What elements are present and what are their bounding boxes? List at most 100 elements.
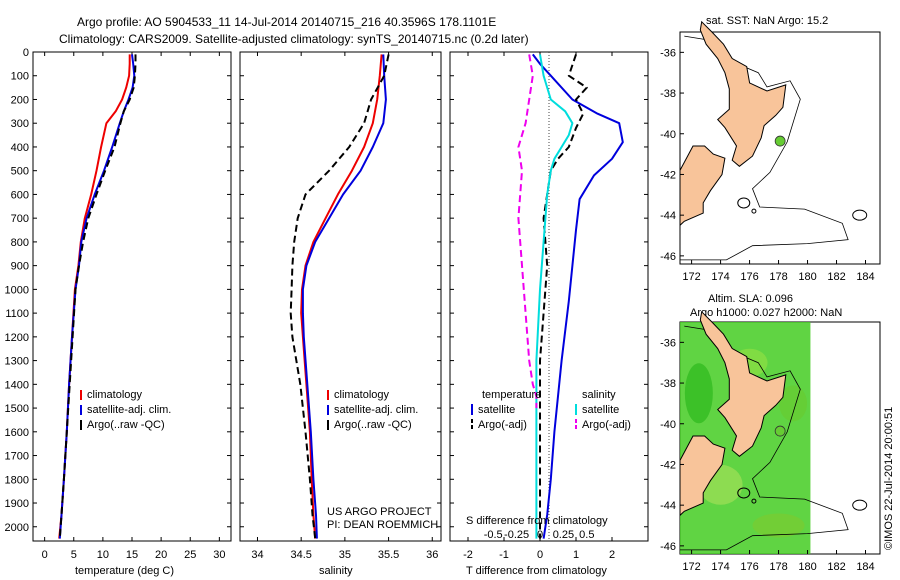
difference-xticks: -2 -1 0 1 2 <box>450 51 648 561</box>
x-tick-label: 1 <box>573 549 579 561</box>
x-tick-label: 5 <box>71 549 77 561</box>
legend-label: salinity <box>582 389 616 401</box>
lat-tick-label: -36 <box>660 337 676 349</box>
depth-tick-label: 1600 <box>5 427 29 439</box>
x2-tick-label: 0.5 <box>579 529 594 541</box>
legend-label: Argo(-adj) <box>478 419 527 431</box>
project-annotation: US ARGO PROJECT <box>327 506 432 518</box>
series-line <box>301 54 387 539</box>
x2-tick-label: 0.25 <box>553 529 574 541</box>
imos-credit: ©IMOS 22-Jul-2014 20:00:51 <box>883 407 895 550</box>
lat-tick-label: -38 <box>660 88 676 100</box>
title-line-2: Climatology: CARS2009. Satellite-adjuste… <box>59 32 529 46</box>
lat-tick-label: -44 <box>660 500 676 512</box>
lat-tick-label: -42 <box>660 169 676 181</box>
sla-patch <box>684 363 713 424</box>
float-position-marker <box>774 135 786 147</box>
temperature-lines <box>58 54 137 539</box>
north-island <box>699 20 787 167</box>
sst-map-frame <box>679 31 881 265</box>
x-tick-label: 34.5 <box>290 549 311 561</box>
series-line <box>300 54 383 539</box>
x-tick-label: 35.5 <box>378 549 399 561</box>
x-tick-label: 35 <box>339 549 351 561</box>
x-tick-label: 15 <box>126 549 138 561</box>
depth-tick-label: 1300 <box>5 356 29 368</box>
depth-tick-label: 900 <box>11 261 29 273</box>
depth-tick-label: 1400 <box>5 379 29 391</box>
x-tick-label: 10 <box>97 549 109 561</box>
difference-xlabel: T difference from climatology <box>466 565 607 577</box>
x-tick-label: -2 <box>463 549 473 561</box>
legend-label: Argo(..raw -QC) <box>334 419 412 431</box>
series-line <box>289 54 390 539</box>
sla-map: Altim. SLA: 0.096 Argo h1000: 0.027 h200… <box>660 293 881 573</box>
depth-tick-label: 0 <box>23 47 29 59</box>
lon-tick-label: 174 <box>711 271 729 283</box>
series-line <box>58 54 137 539</box>
sla-map-title-2: Argo h1000: 0.027 h2000: NaN <box>690 307 842 319</box>
depth-tick-label: 1000 <box>5 284 29 296</box>
depth-tick-label: 500 <box>11 166 29 178</box>
lon-tick-label: 172 <box>682 271 700 283</box>
difference-x2label: S difference from climatology <box>466 515 608 527</box>
salinity-lines <box>289 54 390 539</box>
depth-tick-label: 800 <box>11 237 29 249</box>
x-tick-label: 2 <box>609 549 615 561</box>
pi-annotation: PI: DEAN ROEMMICH <box>327 519 438 531</box>
island <box>852 209 868 221</box>
isobath-contour <box>680 35 849 261</box>
depth-axis: 0 100 200 300 400 500 600 700 800 900 1000 1100 1200… <box>5 47 29 534</box>
series-line <box>535 54 574 539</box>
x-tick-label: 34 <box>251 549 263 561</box>
sla-patch <box>779 385 808 422</box>
legend-label: satellite <box>582 404 619 416</box>
salinity-xticks: 34 34.5 35 35.5 36 <box>240 51 441 561</box>
island <box>751 208 757 214</box>
salinity-xlabel: salinity <box>319 565 353 577</box>
depth-tick-label: 1500 <box>5 403 29 415</box>
depth-tick-label: 1200 <box>5 332 29 344</box>
lat-tick-label: -46 <box>660 541 676 553</box>
lon-tick-label: 176 <box>740 561 758 573</box>
south-island <box>679 435 726 517</box>
x-tick-label: -1 <box>499 549 509 561</box>
lat-tick-label: -38 <box>660 378 676 390</box>
sst-map: sat. SST: NaN Argo: 15.2 -36 -38 -40 -42 -44… <box>660 15 881 283</box>
difference-lines <box>517 53 624 539</box>
legend-label: climatology <box>87 389 143 401</box>
legend-label: satellite-adj. clim. <box>334 404 418 416</box>
lat-tick-label: -40 <box>660 129 676 141</box>
lon-tick-label: 182 <box>827 271 845 283</box>
temperature-frame <box>32 51 232 542</box>
x2-tick-label: -0.25 <box>504 529 529 541</box>
isobath-contour <box>680 325 849 551</box>
lat-tick-label: -40 <box>660 419 676 431</box>
salinity-panel: 34 34.5 35 35.5 36 salinity climatology satel… <box>239 51 442 577</box>
legend-label: climatology <box>334 389 390 401</box>
depth-tick-label: 400 <box>11 142 29 154</box>
depth-tick-label: 1100 <box>5 308 29 320</box>
lon-tick-label: 182 <box>827 561 845 573</box>
sst-lon-ticks: 172 174 176 178 180 182 184 <box>682 260 875 283</box>
lon-tick-label: 178 <box>769 561 787 573</box>
difference-legend: temperature satellite Argo(-adj) salinity sa… <box>471 389 631 431</box>
legend-label: satellite-adj. clim. <box>87 404 171 416</box>
island <box>737 487 751 499</box>
x2-tick-label: -0.5 <box>484 529 503 541</box>
temperature-panel: 0 5 10 15 20 25 30 temperature (deg C) climato… <box>32 51 232 577</box>
island <box>751 498 757 504</box>
lon-tick-label: 178 <box>769 271 787 283</box>
x-tick-label: 0 <box>537 549 543 561</box>
depth-tick-label: 200 <box>11 94 29 106</box>
south-island <box>679 145 726 227</box>
difference-panel: -2 -1 0 1 2 -0.5 -0.25 0 0.25 0.5 S difference f… <box>449 51 649 577</box>
sla-patch <box>752 513 805 538</box>
lon-tick-label: 176 <box>740 271 758 283</box>
sla-lat-ticks: -36 -38 -40 -42 -44 -46 <box>660 337 684 553</box>
lon-tick-label: 174 <box>711 561 729 573</box>
lon-tick-label: 184 <box>856 271 874 283</box>
salinity-frame <box>239 51 442 542</box>
legend-label: temperature <box>482 389 541 401</box>
depth-tick-label: 1800 <box>5 474 29 486</box>
